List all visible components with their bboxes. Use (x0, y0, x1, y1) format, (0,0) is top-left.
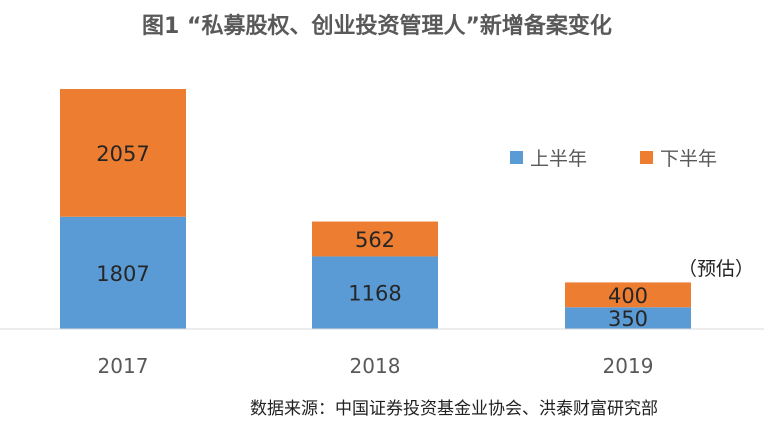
x-tick-label-2019: 2019 (603, 354, 654, 378)
legend-swatch-1 (510, 151, 523, 164)
legend-item-1: 上半年 (510, 148, 587, 170)
x-tick-label-2017: 2017 (98, 354, 149, 378)
data-label-2019-series-1: 350 (608, 307, 648, 331)
legend: 上半年 下半年 (510, 148, 717, 170)
bar-2019-series-1 (565, 307, 691, 329)
data-label-2018-series-1: 1168 (348, 282, 401, 306)
data-label-2017-series-2: 2057 (96, 142, 149, 166)
data-label-2019-series-2: 400 (608, 284, 648, 308)
x-tick-label-2018: 2018 (350, 354, 401, 378)
bar-2017-series-2 (60, 89, 186, 217)
source-note: 数据来源：中国证券投资基金业协会、洪泰财富研究部 (250, 399, 658, 419)
legend-item-2: 下半年 (640, 148, 717, 170)
legend-label-1: 上半年 (530, 148, 587, 170)
legend-swatch-2 (640, 151, 653, 164)
data-label-2018-series-2: 562 (355, 228, 395, 252)
bar-2018-series-1 (312, 256, 438, 329)
legend-label-2: 下半年 (660, 148, 717, 170)
estimate-annotation: （预估） (678, 258, 755, 280)
bar-2019-series-2 (565, 282, 691, 308)
data-label-2017-series-1: 1807 (96, 262, 149, 286)
chart-title: 图1 “私募股权、创业投资管理人”新增备案变化 (142, 14, 612, 39)
bar-2017-series-1 (60, 216, 186, 329)
bar-2018-series-2 (312, 221, 438, 257)
x-tick-labels: 2017 2018 2019 (98, 354, 654, 378)
